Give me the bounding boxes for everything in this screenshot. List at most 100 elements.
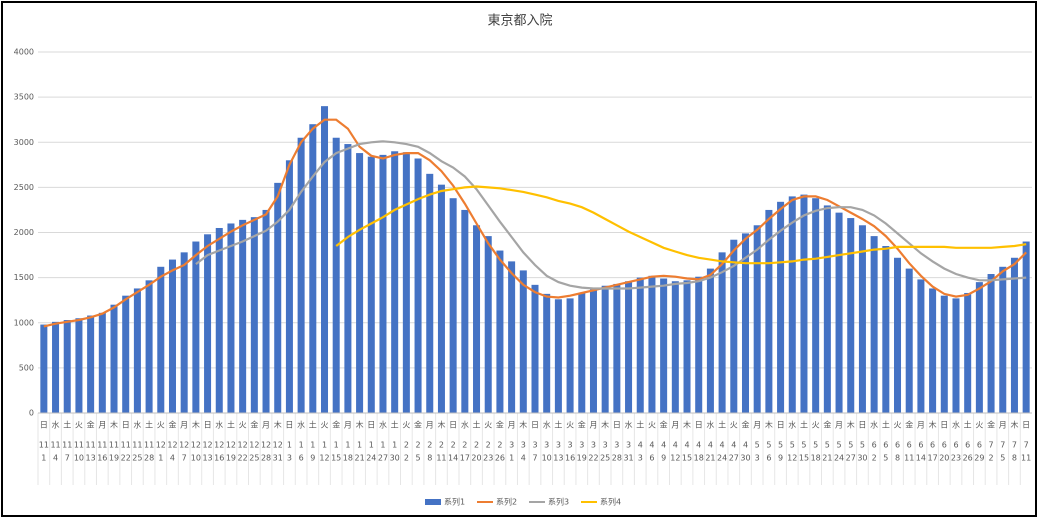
x-weekday-label: 日 [777, 421, 785, 430]
legend-label: 系列1 [444, 497, 465, 507]
x-month-label: 5 [825, 441, 830, 450]
x-month-label: 12 [261, 441, 271, 450]
bar [414, 158, 422, 413]
x-weekday-label: 月 [508, 421, 516, 430]
x-day-label: 25 [132, 454, 142, 463]
bar [578, 292, 586, 413]
bar [262, 209, 270, 413]
bar [554, 299, 562, 413]
x-weekday-label: 火 [321, 421, 329, 430]
x-month-label: 6 [942, 441, 947, 450]
x-month-label: 12 [179, 441, 189, 450]
x-day-label: 28 [144, 454, 154, 463]
bar [777, 201, 785, 413]
x-day-label: 5 [416, 454, 421, 463]
x-weekday-label: 木 [847, 420, 855, 430]
x-day-label: 21 [354, 454, 364, 463]
bar [484, 236, 492, 413]
x-weekday-label: 火 [648, 421, 656, 430]
x-month-label: 3 [591, 441, 596, 450]
x-weekday-label: 金 [987, 420, 995, 430]
bar [297, 137, 305, 414]
bar [566, 298, 574, 413]
x-month-label: 3 [544, 441, 549, 450]
x-month-label: 12 [202, 441, 212, 450]
x-weekday-label: 火 [157, 421, 165, 430]
bar [157, 266, 165, 413]
x-weekday-label: 木 [356, 420, 364, 430]
x-day-label: 12 [319, 454, 329, 463]
x-weekday-label: 日 [204, 421, 212, 430]
x-weekday-label: 金 [332, 420, 340, 430]
x-month-label: 7 [1000, 441, 1005, 450]
x-month-label: 1 [322, 441, 327, 450]
bar [426, 173, 434, 413]
x-weekday-label: 土 [473, 420, 481, 430]
x-month-label: 3 [626, 441, 631, 450]
x-weekday-label: 日 [531, 421, 539, 430]
bar [589, 289, 597, 413]
x-day-label: 22 [238, 454, 248, 463]
x-day-label: 19 [109, 454, 119, 463]
x-month-label: 4 [649, 441, 654, 450]
x-day-label: 31 [623, 454, 633, 463]
y-tick-label: 3500 [14, 93, 34, 102]
x-weekday-label: 土 [309, 420, 317, 430]
x-weekday-label: 日 [449, 421, 457, 430]
x-month-label: 1 [310, 441, 315, 450]
x-weekday-label: 金 [250, 420, 258, 430]
x-weekday-label: 土 [554, 420, 562, 430]
x-month-label: 11 [62, 441, 72, 450]
bar [905, 268, 913, 413]
x-day-label: 10 [74, 454, 84, 463]
x-month-label: 1 [299, 441, 304, 450]
x-day-label: 6 [766, 454, 771, 463]
x-day-label: 11 [904, 454, 914, 463]
bar [999, 266, 1007, 413]
x-month-label: 1 [345, 441, 350, 450]
x-day-label: 1 [509, 454, 514, 463]
chart-title: 東京都入院 [487, 13, 552, 29]
x-month-label: 1 [369, 441, 374, 450]
x-month-label: 5 [860, 441, 865, 450]
x-weekday-label: 木 [601, 420, 609, 430]
x-day-label: 8 [1012, 454, 1017, 463]
x-weekday-label: 水 [625, 420, 633, 430]
bar [882, 246, 890, 413]
legend-swatch [425, 499, 441, 505]
x-weekday-label: 火 [239, 421, 247, 430]
bar [894, 257, 902, 413]
x-weekday-label: 木 [192, 420, 200, 430]
bar [613, 283, 621, 413]
x-day-label: 19 [577, 454, 587, 463]
bar [274, 182, 282, 413]
bar [320, 106, 329, 414]
y-tick-label: 500 [19, 363, 34, 372]
x-day-label: 13 [553, 454, 563, 463]
y-tick-label: 2500 [14, 183, 34, 192]
bar [636, 277, 644, 413]
x-day-label: 25 [249, 454, 259, 463]
x-month-label: 4 [743, 441, 748, 450]
bar [98, 312, 106, 413]
x-day-label: 21 [822, 454, 832, 463]
x-month-label: 11 [39, 441, 49, 450]
bar [461, 209, 469, 413]
bar [356, 153, 364, 413]
x-month-label: 3 [603, 441, 608, 450]
bar [753, 225, 761, 413]
bar [1010, 257, 1018, 413]
x-weekday-label: 水 [952, 420, 960, 430]
x-weekday-label: 金 [823, 420, 831, 430]
x-day-label: 6 [649, 454, 654, 463]
x-weekday-label: 月 [753, 421, 761, 430]
bar [250, 217, 258, 413]
x-month-label: 2 [404, 441, 409, 450]
x-day-label: 6 [299, 454, 304, 463]
x-weekday-label: 日 [613, 421, 621, 430]
x-month-label: 6 [907, 441, 912, 450]
bar [671, 281, 679, 413]
x-month-label: 4 [638, 441, 643, 450]
x-day-label: 11 [436, 454, 446, 463]
x-weekday-label: 火 [730, 421, 738, 430]
